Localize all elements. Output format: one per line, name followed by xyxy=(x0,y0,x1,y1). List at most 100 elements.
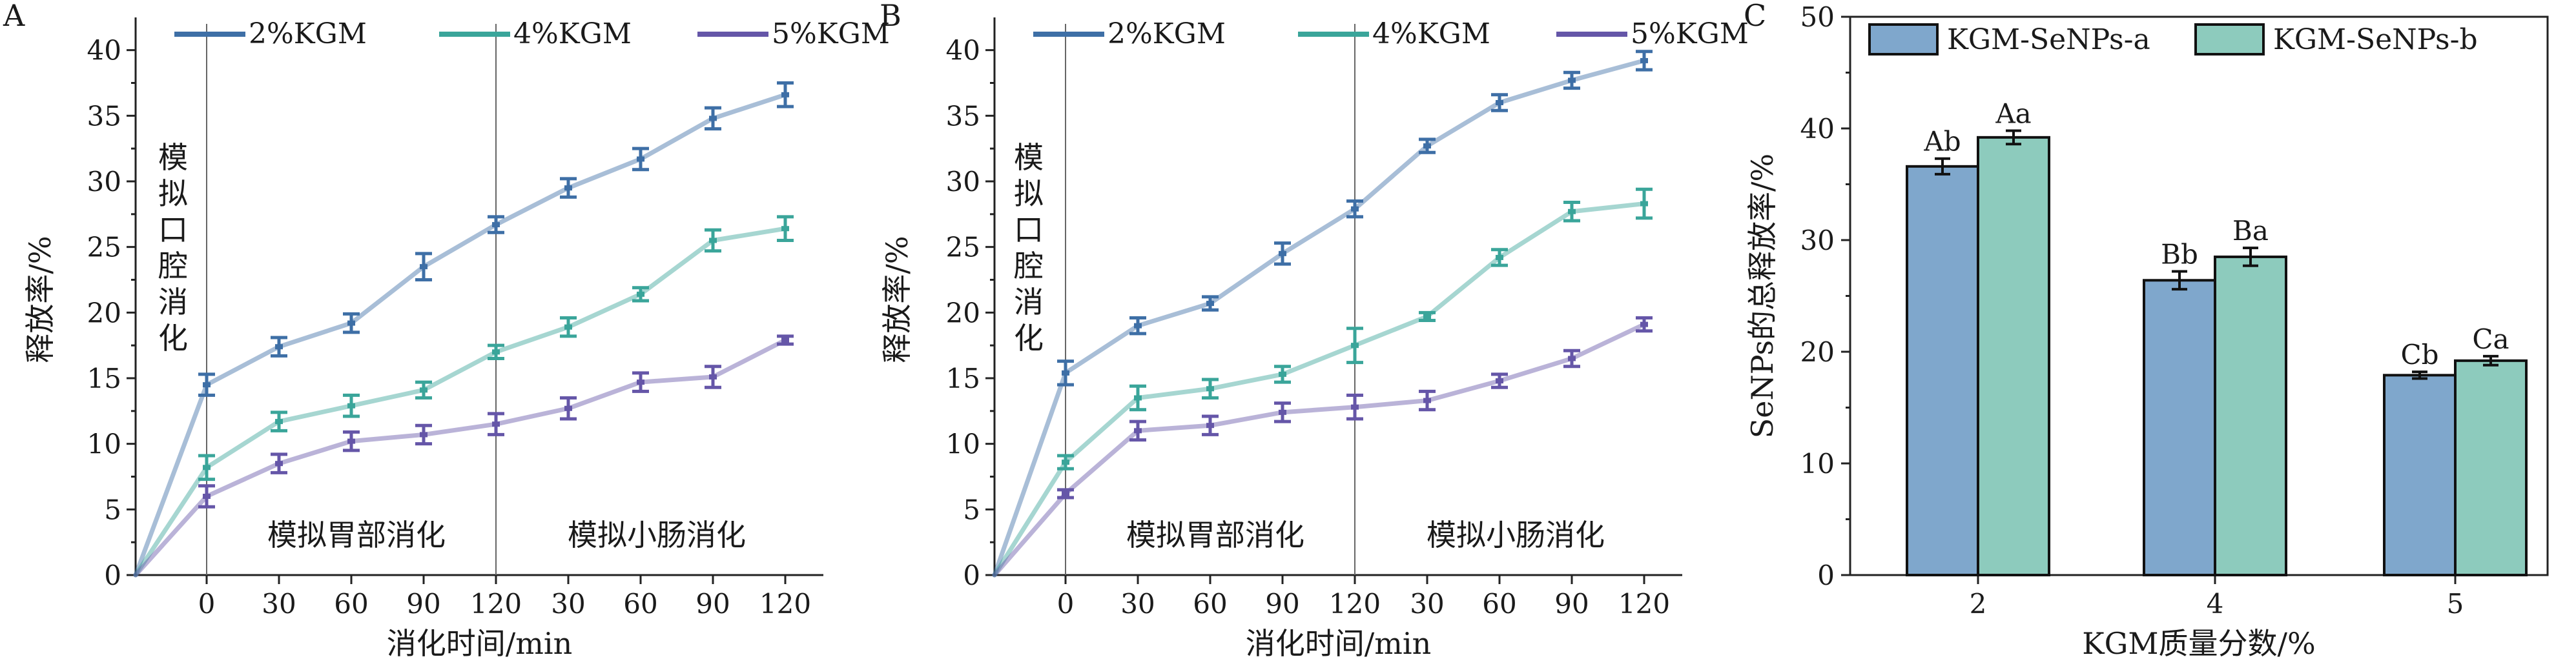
legend-label: 5%KGM xyxy=(1631,17,1749,50)
significance-label: Aa xyxy=(1995,97,2031,129)
y-tick-label: 40 xyxy=(1800,113,1835,145)
data-point xyxy=(1423,314,1431,319)
y-tick-label: 50 xyxy=(1800,1,1835,33)
data-point xyxy=(203,382,211,388)
legend-swatch xyxy=(2194,23,2265,56)
legend-label: 4%KGM xyxy=(1372,17,1490,50)
data-point xyxy=(347,403,355,409)
x-tick-label: 0 xyxy=(198,588,216,620)
data-point xyxy=(1206,423,1214,429)
data-point xyxy=(492,222,500,228)
data-point xyxy=(1640,57,1648,63)
bar xyxy=(1977,136,2050,576)
x-tick-label: 5 xyxy=(2447,588,2464,620)
y-tick-label: 40 xyxy=(946,35,980,66)
phase-label-intestinal: 模拟小肠消化 xyxy=(1427,518,1605,552)
data-point xyxy=(1423,398,1431,403)
x-tick-label: 60 xyxy=(334,588,368,620)
series-line xyxy=(992,201,1647,578)
x-tick-label: 0 xyxy=(1057,588,1075,620)
phase-label-oral-char: 化 xyxy=(1014,321,1044,356)
y-tick-label: 20 xyxy=(87,297,121,329)
data-point xyxy=(1568,77,1576,83)
legend-label: 2%KGM xyxy=(1108,17,1226,50)
data-point xyxy=(1206,386,1214,392)
y-tick-label: 35 xyxy=(946,100,980,132)
data-point xyxy=(1568,356,1576,361)
legend-label: 5%KGM xyxy=(772,17,890,50)
series-line xyxy=(133,226,788,578)
data-point xyxy=(1206,301,1214,307)
phase-label-oral-char: 模 xyxy=(158,140,188,175)
data-point xyxy=(492,421,500,427)
data-point xyxy=(1423,143,1431,149)
data-point xyxy=(1496,378,1503,384)
phase-label-gastric: 模拟胃部消化 xyxy=(1126,518,1304,552)
y-tick-label: 10 xyxy=(946,429,980,460)
legend-label: KGM-SeNPs-b xyxy=(2273,23,2478,56)
data-point xyxy=(203,465,211,471)
x-tick-label: 120 xyxy=(1618,588,1670,620)
bar xyxy=(2383,374,2457,577)
y-tick-label: 25 xyxy=(87,232,121,263)
y-axis-title: 释放率/% xyxy=(880,236,914,363)
phase-label-oral-char: 消 xyxy=(1014,285,1044,319)
data-point xyxy=(781,92,789,97)
y-tick-label: 25 xyxy=(946,232,980,263)
panel-a: A 0 5 10 15 20 25 30 35 40 0 30 60 90 120 30 60 90 120 模拟口腔… xyxy=(3,0,890,661)
x-tick-label: 30 xyxy=(551,588,585,620)
data-point xyxy=(275,344,283,350)
y-tick-label: 20 xyxy=(1800,336,1835,368)
data-point xyxy=(1568,208,1576,214)
phase-label-oral-char: 拟 xyxy=(158,176,188,211)
data-point xyxy=(1351,404,1359,410)
series-line xyxy=(992,58,1647,578)
data-point xyxy=(637,156,644,162)
significance-label: Ba xyxy=(2232,215,2269,247)
data-point xyxy=(1351,343,1359,349)
x-tick-label: 60 xyxy=(1193,588,1227,620)
panel-letter: B xyxy=(880,0,902,33)
x-tick-label: 60 xyxy=(1482,588,1516,620)
x-tick-label: 90 xyxy=(1554,588,1589,620)
y-tick-label: 40 xyxy=(87,35,121,66)
y-axis-title: SeNPs的总释放率/% xyxy=(1745,154,1780,439)
data-point xyxy=(709,238,717,243)
data-point xyxy=(564,324,572,330)
data-point xyxy=(1496,100,1503,105)
y-tick-label: 0 xyxy=(104,560,121,591)
phase-label-gastric: 模拟胃部消化 xyxy=(267,518,446,552)
significance-label: Ab xyxy=(1923,126,1961,157)
data-point xyxy=(420,387,428,393)
x-tick-label: 90 xyxy=(406,588,440,620)
x-axis-title: KGM质量分数/% xyxy=(2082,626,2315,661)
y-tick-label: 35 xyxy=(87,100,121,132)
bar xyxy=(2143,279,2216,576)
y-tick-label: 10 xyxy=(1800,448,1835,480)
x-tick-label: 30 xyxy=(262,588,296,620)
y-tick-label: 0 xyxy=(1817,560,1835,591)
y-tick-label: 10 xyxy=(87,429,121,460)
data-point xyxy=(637,291,644,297)
y-tick-label: 5 xyxy=(104,494,121,525)
data-point xyxy=(1279,371,1286,377)
data-point xyxy=(709,116,717,121)
data-point xyxy=(1496,254,1503,260)
legend-swatch xyxy=(1868,23,1939,56)
phase-label-oral-char: 口 xyxy=(158,212,188,247)
bar xyxy=(2454,359,2528,577)
data-point xyxy=(781,226,789,232)
y-tick-label: 15 xyxy=(946,363,980,394)
y-tick-label: 5 xyxy=(963,494,980,525)
data-point xyxy=(781,338,789,343)
y-tick-label: 20 xyxy=(946,297,980,329)
phase-label-intestinal: 模拟小肠消化 xyxy=(568,518,746,552)
series-line xyxy=(133,338,788,578)
data-point xyxy=(1640,321,1648,327)
series-line xyxy=(992,322,1647,578)
y-tick-label: 30 xyxy=(1800,225,1835,256)
x-tick-label: 60 xyxy=(623,588,657,620)
data-point xyxy=(1134,395,1142,401)
data-point xyxy=(564,405,572,411)
